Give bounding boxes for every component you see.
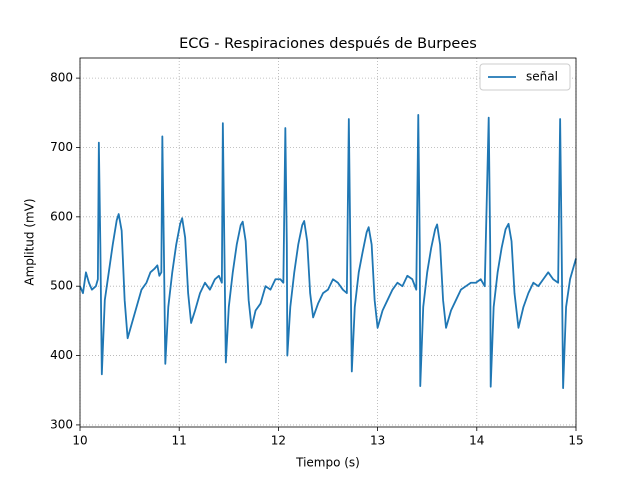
x-tick-label: 11 xyxy=(172,434,187,448)
x-tick-label: 15 xyxy=(568,434,583,448)
plot-frame xyxy=(79,57,577,428)
y-tick-label: 700 xyxy=(50,140,73,154)
legend-box xyxy=(479,63,571,91)
x-tick-label: 13 xyxy=(370,434,385,448)
y-tick-label: 400 xyxy=(50,348,73,362)
x-tick-label: 12 xyxy=(271,434,286,448)
chart-title: ECG - Respiraciones después de Burpees xyxy=(179,36,477,52)
x-tick-label: 14 xyxy=(469,434,484,448)
y-tick-label: 800 xyxy=(50,71,73,85)
y-tick-label: 300 xyxy=(50,417,73,431)
x-axis-label: Tiempo (s) xyxy=(295,456,360,470)
legend-label: señal xyxy=(526,70,558,84)
y-axis-label: Amplitud (mV) xyxy=(23,198,37,285)
line-series xyxy=(79,113,577,390)
y-tick-label: 600 xyxy=(50,209,73,223)
x-tick-label: 10 xyxy=(72,434,87,448)
y-tick-label: 500 xyxy=(50,279,73,293)
